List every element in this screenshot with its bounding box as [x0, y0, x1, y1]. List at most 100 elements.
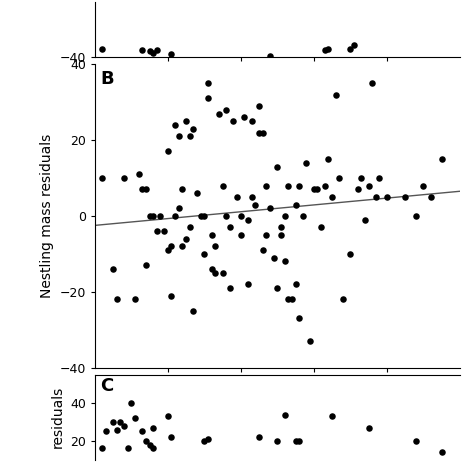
Point — [131, 414, 139, 422]
Point — [255, 433, 263, 441]
Point — [281, 257, 288, 265]
Point — [182, 118, 190, 125]
Point — [412, 437, 420, 445]
Point — [292, 201, 300, 209]
Point — [314, 186, 321, 193]
Y-axis label: residuals: residuals — [50, 386, 64, 448]
Point — [328, 193, 336, 201]
Point — [332, 91, 339, 99]
Point — [211, 242, 219, 250]
Point — [175, 205, 182, 212]
Point — [109, 418, 117, 426]
Point — [277, 231, 285, 238]
Point — [153, 46, 161, 54]
Point — [98, 445, 106, 452]
Point — [361, 216, 369, 224]
Point — [142, 437, 150, 445]
Point — [346, 45, 354, 53]
Point — [270, 254, 277, 261]
Point — [288, 295, 296, 303]
Text: C: C — [100, 376, 114, 394]
Point — [325, 45, 332, 53]
Point — [149, 445, 157, 452]
Point — [113, 295, 120, 303]
Point — [208, 231, 215, 238]
Point — [226, 284, 234, 292]
Point — [354, 186, 361, 193]
Point — [281, 212, 288, 220]
Point — [98, 174, 106, 182]
Point — [292, 437, 300, 445]
Point — [237, 212, 245, 220]
Point — [299, 212, 307, 220]
Point — [365, 182, 372, 190]
Point — [219, 182, 227, 190]
Point — [168, 50, 175, 57]
Point — [157, 212, 164, 220]
Point — [255, 129, 263, 137]
Point — [266, 205, 274, 212]
Point — [179, 242, 186, 250]
Point — [295, 437, 303, 445]
Point — [266, 52, 274, 59]
Point — [336, 174, 343, 182]
Point — [226, 224, 234, 231]
Point — [215, 110, 223, 118]
Point — [146, 47, 154, 55]
Point — [201, 212, 208, 220]
Point — [317, 224, 325, 231]
Point — [120, 174, 128, 182]
Point — [160, 228, 168, 235]
Point — [306, 337, 314, 345]
Point — [138, 46, 146, 54]
Point — [138, 186, 146, 193]
Point — [193, 190, 201, 197]
Point — [164, 148, 172, 155]
Point — [273, 163, 281, 171]
Point — [346, 250, 354, 257]
Point — [427, 193, 434, 201]
Point — [259, 246, 266, 254]
Text: B: B — [100, 70, 114, 88]
Point — [179, 186, 186, 193]
Point — [168, 433, 175, 441]
Point — [146, 212, 154, 220]
Y-axis label: Nestling mass residuals: Nestling mass residuals — [40, 134, 54, 298]
Point — [365, 424, 372, 431]
Point — [438, 448, 445, 456]
Point — [175, 133, 182, 140]
Point — [263, 182, 270, 190]
Point — [292, 280, 300, 288]
Point — [164, 412, 172, 420]
Point — [190, 125, 197, 133]
Point — [164, 246, 172, 254]
Point — [109, 265, 117, 273]
Point — [186, 133, 193, 140]
Point — [153, 228, 161, 235]
Point — [219, 269, 227, 276]
Point — [168, 242, 175, 250]
Point — [244, 216, 252, 224]
Point — [128, 400, 135, 407]
Point — [252, 201, 259, 209]
Point — [273, 437, 281, 445]
Point — [171, 121, 179, 129]
Point — [237, 231, 245, 238]
Point — [277, 224, 285, 231]
Point — [284, 182, 292, 190]
Point — [259, 129, 266, 137]
Point — [102, 428, 109, 435]
Point — [142, 261, 150, 269]
Point — [211, 269, 219, 276]
Point — [190, 307, 197, 314]
Point — [419, 182, 427, 190]
Point — [120, 422, 128, 429]
Point — [131, 295, 139, 303]
Point — [135, 171, 142, 178]
Point — [328, 412, 336, 420]
Point — [401, 193, 409, 201]
Point — [321, 46, 328, 54]
Point — [357, 174, 365, 182]
Point — [241, 114, 248, 121]
Point — [142, 186, 150, 193]
